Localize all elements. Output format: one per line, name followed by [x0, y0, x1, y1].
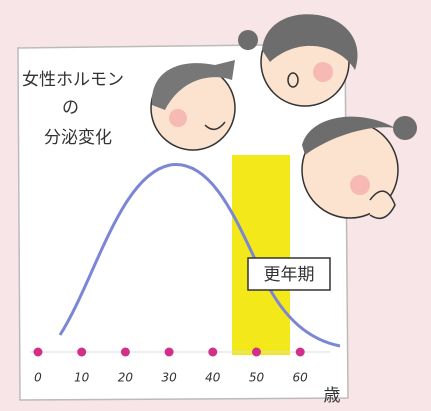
tick-label: 40 — [205, 371, 221, 385]
tick-dot — [295, 347, 305, 357]
tick-label: 10 — [74, 371, 90, 385]
tick-dot — [252, 347, 261, 357]
tick-dot — [208, 347, 218, 357]
tick-dot — [33, 347, 43, 357]
tick-label: 0 — [34, 371, 42, 385]
tick-label: 20 — [118, 371, 134, 385]
tick-label: 30 — [161, 371, 177, 385]
face — [301, 116, 417, 220]
face — [150, 60, 236, 151]
title-line: 分泌変化 — [44, 128, 112, 148]
band-label-box — [247, 257, 331, 291]
title-line: の — [62, 98, 79, 118]
title-line: 女性ホルモン — [22, 70, 124, 90]
tick-dot — [164, 347, 174, 357]
tick-dot — [120, 347, 130, 357]
axis-unit: 歳 — [324, 386, 341, 406]
hormone-curve — [58, 163, 341, 348]
tick-label: 60 — [293, 371, 309, 385]
face — [238, 14, 358, 107]
tick-dot — [77, 347, 87, 357]
band-label: 更年期 — [264, 265, 315, 285]
menopause-band — [232, 155, 290, 355]
tick-label: 50 — [249, 371, 265, 385]
